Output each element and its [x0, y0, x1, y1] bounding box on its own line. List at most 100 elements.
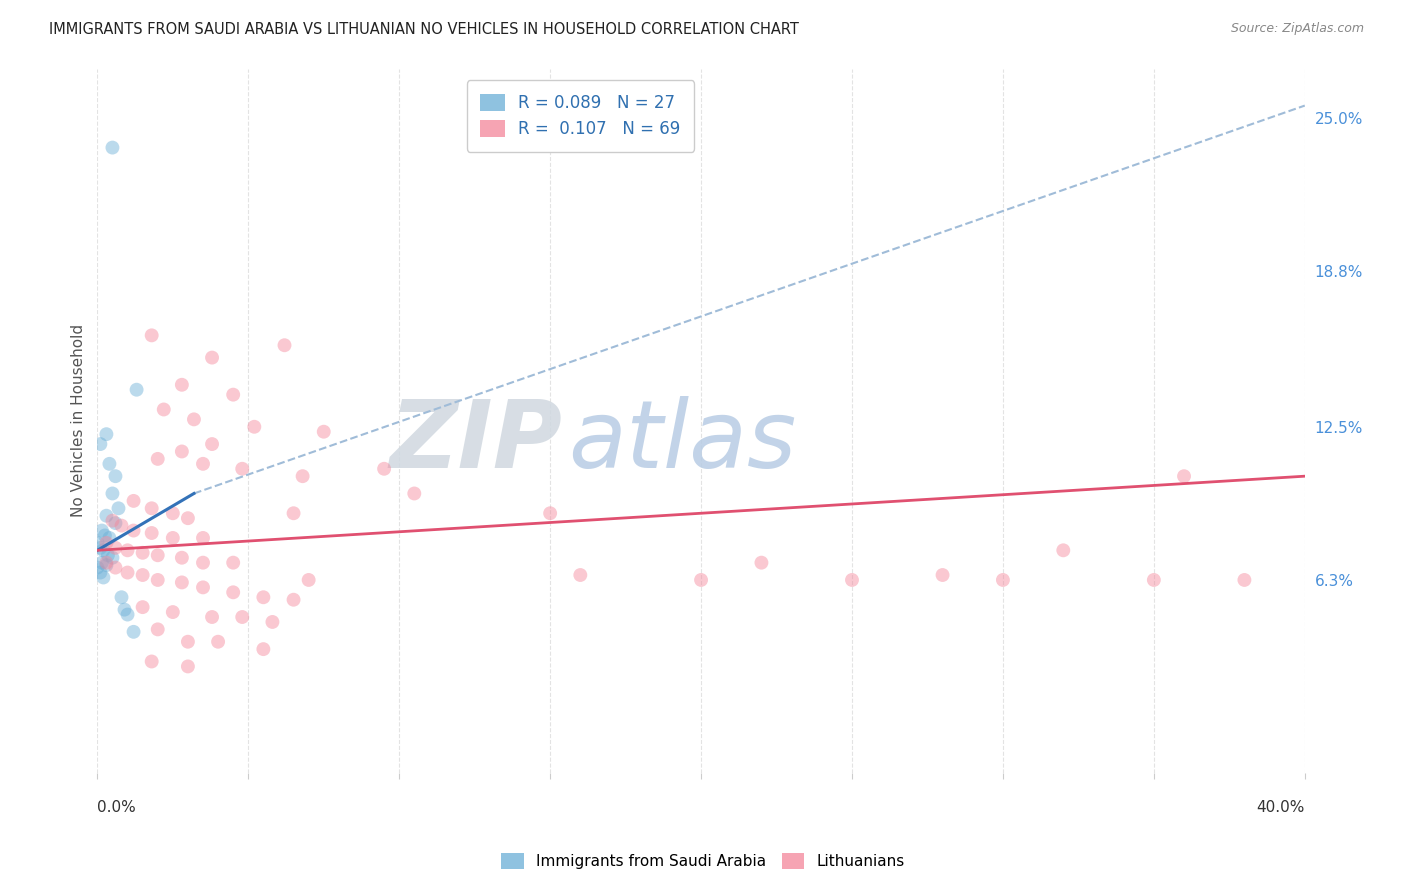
- Point: [1052, 543, 1074, 558]
- Point: [104, 560, 127, 574]
- Point: [89, 566, 111, 580]
- Text: 40.0%: 40.0%: [1257, 799, 1305, 814]
- Point: [291, 469, 314, 483]
- Point: [114, 602, 136, 616]
- Point: [170, 377, 193, 392]
- Point: [117, 607, 139, 622]
- Point: [170, 444, 193, 458]
- Point: [312, 425, 335, 439]
- Point: [162, 531, 184, 545]
- Point: [1173, 469, 1195, 483]
- Text: ZIP: ZIP: [389, 396, 562, 488]
- Point: [1143, 573, 1166, 587]
- Point: [283, 592, 305, 607]
- Y-axis label: No Vehicles in Household: No Vehicles in Household: [72, 324, 86, 517]
- Point: [191, 556, 214, 570]
- Point: [146, 548, 169, 562]
- Point: [1233, 573, 1256, 587]
- Point: [89, 437, 111, 451]
- Point: [104, 469, 127, 483]
- Point: [131, 600, 153, 615]
- Point: [96, 556, 118, 570]
- Point: [98, 457, 121, 471]
- Text: atlas: atlas: [568, 396, 797, 487]
- Point: [207, 634, 229, 648]
- Point: [125, 383, 148, 397]
- Point: [89, 541, 111, 555]
- Point: [262, 615, 284, 629]
- Point: [104, 516, 127, 530]
- Text: IMMIGRANTS FROM SAUDI ARABIA VS LITHUANIAN NO VEHICLES IN HOUSEHOLD CORRELATION : IMMIGRANTS FROM SAUDI ARABIA VS LITHUANI…: [49, 22, 799, 37]
- Point: [177, 659, 200, 673]
- Point: [141, 501, 163, 516]
- Point: [162, 605, 184, 619]
- Point: [93, 543, 115, 558]
- Point: [96, 508, 118, 523]
- Point: [101, 514, 124, 528]
- Point: [373, 462, 395, 476]
- Point: [107, 501, 129, 516]
- Point: [97, 548, 120, 562]
- Point: [191, 531, 214, 545]
- Point: [90, 524, 112, 538]
- Point: [94, 528, 117, 542]
- Point: [98, 531, 121, 545]
- Point: [117, 566, 139, 580]
- Point: [162, 506, 184, 520]
- Point: [86, 536, 108, 550]
- Point: [231, 610, 253, 624]
- Point: [201, 437, 224, 451]
- Point: [141, 328, 163, 343]
- Point: [170, 575, 193, 590]
- Point: [122, 624, 145, 639]
- Point: [841, 573, 863, 587]
- Point: [96, 427, 118, 442]
- Point: [231, 462, 253, 476]
- Point: [243, 419, 266, 434]
- Point: [252, 591, 274, 605]
- Point: [183, 412, 205, 426]
- Point: [191, 580, 214, 594]
- Point: [146, 623, 169, 637]
- Point: [131, 568, 153, 582]
- Point: [104, 541, 127, 555]
- Point: [404, 486, 426, 500]
- Point: [110, 591, 132, 605]
- Point: [569, 568, 592, 582]
- Point: [146, 573, 169, 587]
- Point: [931, 568, 953, 582]
- Point: [252, 642, 274, 657]
- Point: [90, 556, 112, 570]
- Point: [191, 457, 214, 471]
- Point: [141, 655, 163, 669]
- Point: [222, 585, 245, 599]
- Point: [170, 550, 193, 565]
- Point: [131, 546, 153, 560]
- Point: [110, 518, 132, 533]
- Point: [122, 524, 145, 538]
- Point: [86, 560, 108, 574]
- Point: [146, 451, 169, 466]
- Point: [101, 486, 124, 500]
- Point: [93, 570, 115, 584]
- Text: Source: ZipAtlas.com: Source: ZipAtlas.com: [1230, 22, 1364, 36]
- Point: [201, 610, 224, 624]
- Point: [222, 387, 245, 401]
- Point: [273, 338, 295, 352]
- Point: [298, 573, 321, 587]
- Point: [991, 573, 1014, 587]
- Point: [152, 402, 174, 417]
- Point: [141, 526, 163, 541]
- Point: [101, 140, 124, 154]
- Point: [538, 506, 561, 520]
- Text: 0.0%: 0.0%: [97, 799, 136, 814]
- Point: [222, 556, 245, 570]
- Point: [177, 511, 200, 525]
- Point: [283, 506, 305, 520]
- Legend: Immigrants from Saudi Arabia, Lithuanians: Immigrants from Saudi Arabia, Lithuanian…: [495, 847, 911, 875]
- Legend: R = 0.089   N = 27, R =  0.107   N = 69: R = 0.089 N = 27, R = 0.107 N = 69: [467, 80, 695, 152]
- Point: [177, 634, 200, 648]
- Point: [96, 558, 118, 573]
- Point: [96, 536, 118, 550]
- Point: [690, 573, 713, 587]
